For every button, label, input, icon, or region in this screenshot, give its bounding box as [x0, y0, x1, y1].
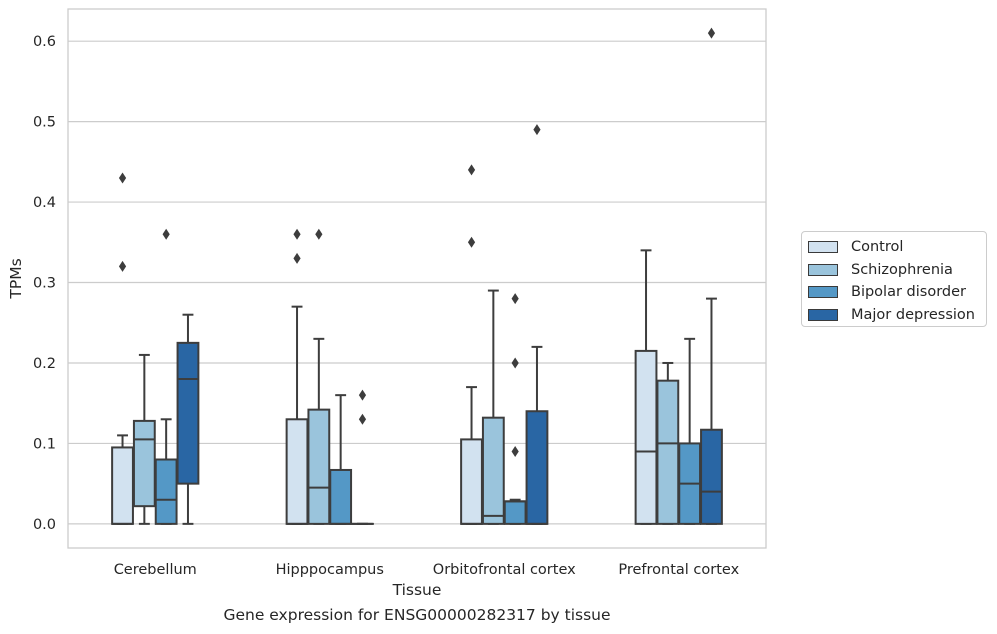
outlier-point [118, 260, 127, 272]
legend-label: Schizophrenia [851, 261, 953, 278]
plot-area-frame [67, 8, 767, 549]
box-schizophrenia [481, 289, 505, 525]
box-iqr [656, 379, 680, 525]
outlier-point [467, 236, 476, 248]
box-major-depression [176, 313, 200, 525]
box-control [111, 172, 134, 525]
legend-swatch [808, 308, 838, 321]
box-major-depression [351, 389, 374, 525]
legend-label: Bipolar disorder [851, 284, 966, 301]
box-iqr [503, 500, 527, 525]
box-bipolar-disorder [678, 337, 702, 525]
box-major-depression [700, 27, 723, 525]
box-iqr [525, 410, 549, 525]
outlier-point [315, 228, 323, 240]
legend: Control Schizophrenia Bipolar disorder Majo… [801, 231, 987, 327]
box-bipolar-disorder [503, 293, 527, 525]
box-iqr [481, 416, 505, 525]
box-iqr [634, 349, 658, 525]
outlier-point [358, 389, 367, 401]
box-control [460, 164, 483, 525]
outlier-point [293, 252, 301, 264]
x-axis-ticks: Cerebellum Hipppocampus Orbitofrontal cort… [114, 562, 740, 578]
outlier-point [293, 228, 301, 240]
outlier-point [707, 27, 716, 39]
x-tick-label: Prefrontal cortex [618, 562, 739, 578]
y-tick-label: 0.1 [33, 436, 56, 452]
legend-label: Control [851, 239, 904, 256]
box-iqr [176, 341, 200, 485]
x-tick-label: Cerebellum [114, 562, 197, 578]
y-tick-label: 0.5 [33, 115, 56, 131]
legend-swatch [808, 286, 838, 299]
box-iqr [700, 428, 723, 525]
outlier-point [511, 445, 519, 457]
box-iqr [329, 468, 353, 525]
box-control [285, 228, 309, 525]
y-tick-label: 0.3 [33, 276, 56, 292]
box-iqr [111, 446, 134, 525]
x-tick-label: Orbitofrontal cortex [433, 562, 576, 578]
box-iqr [460, 438, 483, 525]
outlier-point [118, 172, 127, 184]
box-major-depression [525, 124, 549, 525]
y-tick-label: 0.6 [33, 34, 56, 50]
legend-swatch [808, 263, 838, 276]
chart-caption: Gene expression for ENSG00000282317 by t… [223, 606, 611, 624]
box-control [634, 249, 658, 525]
y-tick-label: 0.0 [33, 517, 56, 533]
box-iqr [154, 458, 178, 525]
y-axis-ticks: 0.0 0.1 0.2 0.3 0.4 0.5 0.6 [33, 34, 56, 533]
outlier-point [533, 124, 541, 136]
box-iqr [307, 408, 331, 525]
legend-swatch [808, 241, 838, 254]
y-axis-label: TPMs [7, 258, 25, 299]
legend-item-schizophrenia: Schizophrenia [808, 259, 986, 282]
outlier-point [358, 413, 367, 425]
box-bipolar-disorder [329, 394, 353, 525]
box-bipolar-disorder [154, 228, 178, 525]
box-groups [111, 27, 723, 525]
outlier-point [511, 293, 519, 305]
box-schizophrenia [656, 361, 680, 525]
outlier-point [162, 228, 170, 240]
box-schizophrenia [307, 228, 331, 525]
y-tick-label: 0.2 [33, 356, 56, 372]
x-tick-label: Hipppocampus [276, 562, 384, 578]
box-iqr [285, 418, 309, 525]
y-tick-label: 0.4 [33, 195, 56, 211]
legend-item-major-depression: Major depression [808, 304, 986, 327]
legend-item-bipolar-disorder: Bipolar disorder [808, 281, 986, 304]
x-axis-label: Tissue [392, 581, 442, 599]
legend-item-control: Control [808, 236, 986, 259]
box-iqr [132, 419, 156, 508]
outlier-point [467, 164, 476, 176]
legend-label: Major depression [851, 306, 975, 323]
outlier-point [511, 357, 519, 369]
box-schizophrenia [132, 353, 156, 525]
